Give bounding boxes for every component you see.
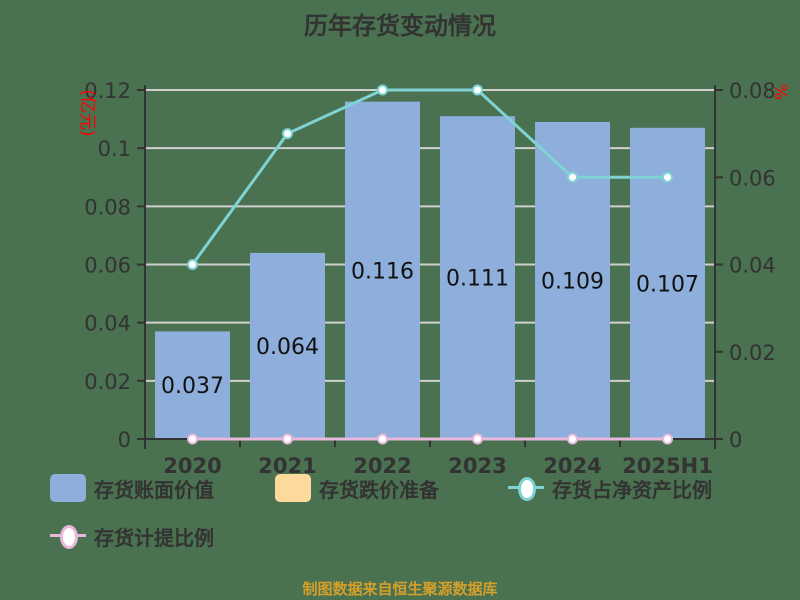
right-tick-label: 0.04 bbox=[729, 254, 776, 278]
axes: 0 0.02 0.04 0.06 0.08 0.1 0.12 0 0.02 0.04 0.06 0.0… bbox=[77, 79, 790, 478]
legend-item-book-value[interactable]: 存货账面价值 bbox=[50, 472, 214, 504]
ratio-net-assets-point[interactable] bbox=[662, 171, 673, 183]
x-tick-label: 2020 bbox=[163, 454, 221, 478]
right-tick-label: 0.06 bbox=[729, 166, 776, 190]
x-tick-label: 2022 bbox=[353, 454, 411, 478]
provision-ratio-point[interactable] bbox=[472, 433, 483, 445]
ratio-net-assets-point[interactable] bbox=[282, 128, 293, 140]
bar-book-value[interactable] bbox=[440, 116, 515, 440]
provision-ratio-point[interactable] bbox=[282, 433, 293, 445]
bar-value-labels: 0.037 0.064 0.116 0.111 0.109 0.107 bbox=[161, 259, 699, 399]
bar-book-value[interactable] bbox=[345, 101, 420, 439]
right-tick-label: 0.02 bbox=[729, 341, 776, 365]
left-tick-label: 0.12 bbox=[84, 79, 131, 103]
legend-label: 存货占净资产比例 bbox=[552, 477, 712, 502]
bar-value-label: 0.037 bbox=[161, 374, 224, 399]
bar-value-label: 0.116 bbox=[351, 259, 414, 284]
x-tick-label: 2024 bbox=[543, 454, 601, 478]
legend-line-marker-icon bbox=[50, 522, 86, 550]
ratio-net-assets-point[interactable] bbox=[377, 84, 388, 96]
x-tick-label: 2025H1 bbox=[622, 454, 713, 478]
gridlines bbox=[145, 89, 715, 382]
line-series bbox=[187, 84, 673, 445]
x-tick-label: 2023 bbox=[448, 454, 506, 478]
bar-book-value[interactable] bbox=[155, 331, 230, 439]
right-tick-label: 0.08 bbox=[729, 79, 776, 103]
chart-title: 历年存货变动情况 bbox=[304, 12, 496, 40]
ratio-net-assets-point[interactable] bbox=[187, 259, 198, 270]
legend-swatch-book-value bbox=[50, 474, 86, 502]
ratio-net-assets-point[interactable] bbox=[472, 84, 483, 96]
left-tick-label: 0.08 bbox=[84, 195, 131, 219]
left-axis-unit: (亿元) bbox=[77, 89, 97, 136]
bar-series-book-value bbox=[155, 101, 705, 440]
left-tick-label: 0 bbox=[118, 428, 131, 452]
bar-value-label: 0.111 bbox=[446, 267, 509, 292]
left-tick-label: 0.02 bbox=[84, 370, 131, 394]
provision-ratio-point[interactable] bbox=[187, 433, 198, 445]
left-tick-label: 0.06 bbox=[84, 254, 131, 278]
legend-label: 存货账面价值 bbox=[94, 477, 214, 502]
bar-book-value[interactable] bbox=[250, 252, 325, 439]
legend-item-ratio-net-assets[interactable]: 存货占净资产比例 bbox=[508, 472, 712, 504]
provision-ratio-point[interactable] bbox=[662, 433, 673, 445]
legend-line-marker-icon bbox=[508, 474, 544, 502]
bar-value-label: 0.107 bbox=[636, 272, 699, 297]
legend-label: 存货跌价准备 bbox=[319, 477, 439, 502]
legend-label: 存货计提比例 bbox=[94, 525, 214, 550]
provision-ratio-point[interactable] bbox=[377, 433, 388, 445]
legend-item-impairment[interactable]: 存货跌价准备 bbox=[275, 472, 439, 504]
right-axis-unit: % bbox=[770, 84, 790, 100]
provision-ratio-point[interactable] bbox=[567, 433, 578, 445]
left-tick-label: 0.1 bbox=[98, 137, 131, 161]
right-tick-label: 0 bbox=[729, 428, 742, 452]
ratio-net-assets-point[interactable] bbox=[567, 171, 578, 183]
legend-swatch-impairment bbox=[275, 474, 311, 502]
bar-value-label: 0.064 bbox=[256, 335, 319, 360]
legend-item-provision-ratio[interactable]: 存货计提比例 bbox=[50, 520, 214, 552]
left-tick-label: 0.04 bbox=[84, 312, 131, 336]
source-footer: 制图数据来自恒生聚源数据库 bbox=[302, 580, 498, 598]
bar-value-label: 0.109 bbox=[541, 269, 604, 294]
ratio-net-assets-line bbox=[191, 88, 668, 266]
